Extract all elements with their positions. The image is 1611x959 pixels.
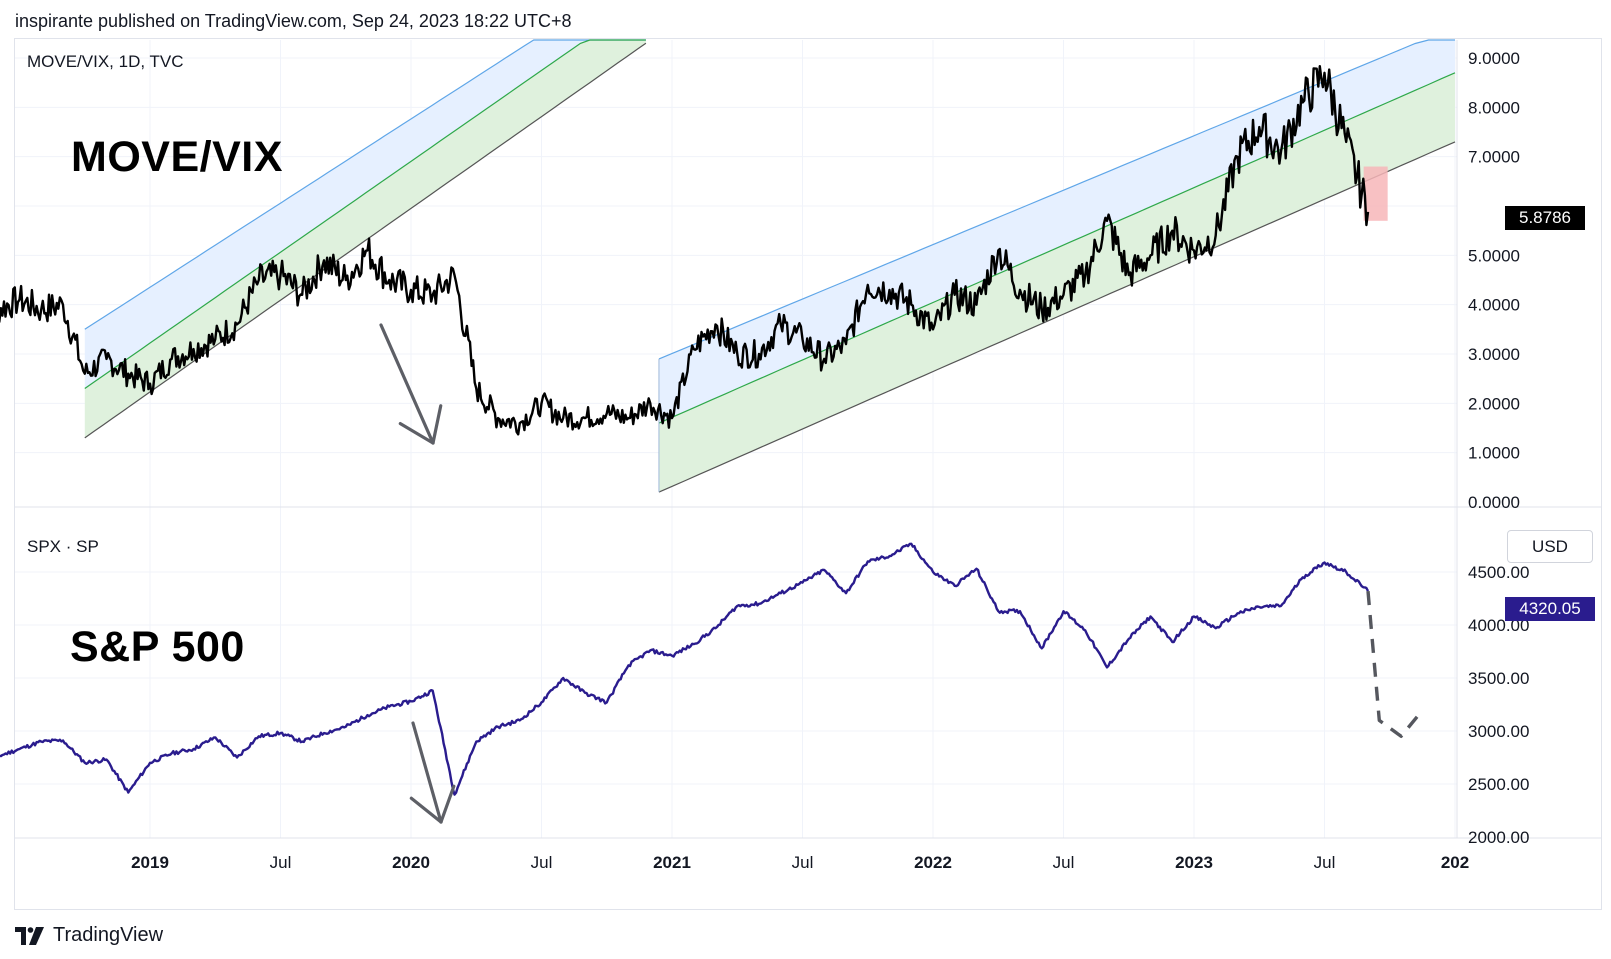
tradingview-logo-icon (15, 926, 44, 945)
x-tick-6: 2022 (914, 853, 952, 872)
x-tick-10: 202 (1441, 853, 1469, 872)
spx-crash-arrow-head-1 (439, 784, 456, 824)
spx-crash-arrow-shaft[interactable] (411, 721, 443, 824)
footer-brand-label: TradingView (53, 924, 164, 946)
spx-title: S&P 500 (70, 623, 245, 671)
x-tick-9: Jul (1314, 853, 1336, 872)
spx-symbol-label[interactable]: SPX · SP (27, 537, 99, 556)
spx-projection-dashed-line[interactable] (1366, 590, 1425, 738)
x-tick-2: 2020 (392, 853, 430, 872)
x-tick-1: Jul (270, 853, 292, 872)
x-tick-3: Jul (531, 853, 553, 872)
channel-right-lower-band (659, 72, 1455, 493)
spx-last-price-tag: 4320.05 (1505, 597, 1595, 621)
spx-y-tick-4: 2500.00 (1468, 775, 1529, 794)
move-vix-y-tick-5: 3.0000 (1468, 345, 1520, 364)
spx-y-tick-3: 3000.00 (1468, 722, 1529, 741)
move-vix-y-tick-0: 9.0000 (1468, 49, 1520, 68)
move-vix-drop-arrow-head-1 (431, 404, 443, 445)
move-vix-y-tick-2: 7.0000 (1468, 148, 1520, 167)
move-vix-y-tick-7: 1.0000 (1468, 444, 1520, 463)
currency-button[interactable]: USD (1507, 530, 1593, 563)
move-vix-last-price-tag: 5.8786 (1505, 206, 1585, 230)
move-vix-symbol-label[interactable]: MOVE/VIX, 1D, TVC (27, 52, 184, 71)
move-vix-title: MOVE/VIX (71, 133, 283, 181)
channel-right-upper-band (659, 40, 1455, 424)
x-tick-8: 2023 (1175, 853, 1213, 872)
spx-y-tick-2: 3500.00 (1468, 669, 1529, 688)
publish-header: inspirante published on TradingView.com,… (15, 11, 572, 31)
move-vix-y-tick-3: 5.0000 (1468, 246, 1520, 265)
footer-brand[interactable]: TradingView (15, 924, 163, 947)
move-vix-drop-arrow-head-0 (398, 422, 435, 445)
x-tick-4: 2021 (653, 853, 691, 872)
chart-frame (14, 38, 1602, 910)
x-tick-5: Jul (792, 853, 814, 872)
spx-crash-arrow-head-0 (409, 796, 443, 824)
channel-left-upper-line[interactable] (84, 39, 646, 330)
channel-left-lower-line[interactable] (84, 42, 647, 439)
move-vix-series-line[interactable] (0, 64, 1370, 436)
move-vix-y-tick-4: 4.0000 (1468, 296, 1520, 315)
x-tick-7: Jul (1053, 853, 1075, 872)
channel-right-mid-line[interactable] (658, 72, 1456, 424)
spx-y-tick-0: 4500.00 (1468, 563, 1529, 582)
x-tick-0: 2019 (131, 853, 169, 872)
drop-highlight-box (1363, 166, 1388, 221)
move-vix-y-tick-8: 0.0000 (1468, 493, 1520, 512)
move-vix-y-tick-6: 2.0000 (1468, 394, 1520, 413)
move-vix-y-tick-1: 8.0000 (1468, 98, 1520, 117)
spx-series-line[interactable] (0, 542, 1370, 796)
move-vix-drop-arrow-shaft[interactable] (379, 323, 435, 445)
channel-right-lower-line[interactable] (658, 141, 1456, 493)
spx-y-tick-5: 2000.00 (1468, 828, 1529, 847)
channel-left-mid-line[interactable] (84, 39, 646, 389)
